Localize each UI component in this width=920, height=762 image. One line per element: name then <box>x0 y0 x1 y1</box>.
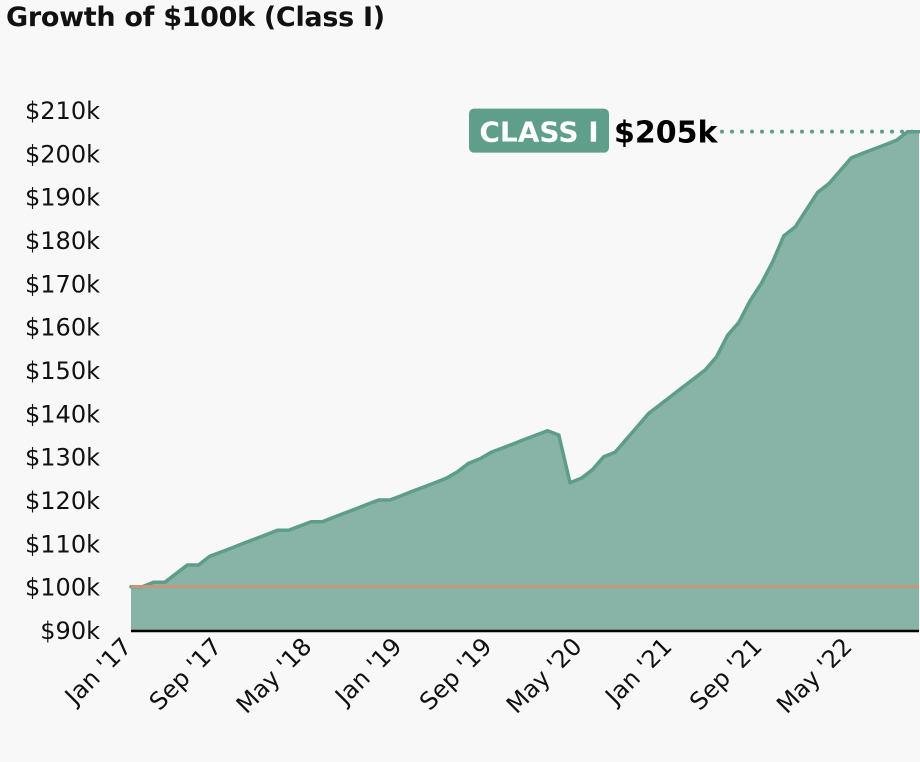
y-tick-label: $180k <box>25 227 100 255</box>
y-tick-label: $90k <box>40 617 100 645</box>
y-tick-label: $140k <box>25 400 100 428</box>
y-tick-label: $130k <box>25 444 100 472</box>
x-tick-label: Jan '19 <box>328 632 407 711</box>
x-tick-label: Jan '21 <box>599 632 678 711</box>
y-tick-label: $110k <box>25 530 100 558</box>
y-tick-label: $100k <box>25 574 100 602</box>
y-tick-label: $210k <box>25 97 100 125</box>
series-label: CLASS I <box>479 116 598 149</box>
series-label-badge <box>469 108 609 153</box>
y-tick-label: $170k <box>25 270 100 298</box>
x-tick-label: May '22 <box>771 632 858 719</box>
chart-title: Growth of $100k (Class I) <box>6 2 385 33</box>
x-tick-label: May '18 <box>231 632 318 719</box>
area-fill <box>131 131 919 630</box>
x-tick-label: May '20 <box>501 632 588 719</box>
x-tick-label: Sep '21 <box>684 632 767 715</box>
x-tick-label: Sep '17 <box>144 632 227 715</box>
y-tick-label: $120k <box>25 487 100 515</box>
y-tick-label: $150k <box>25 357 100 385</box>
y-tick-label: $200k <box>25 140 100 168</box>
y-tick-label: $190k <box>25 184 100 212</box>
end-value-label: $205k <box>614 116 718 151</box>
series-line <box>129 129 920 589</box>
y-tick-label: $160k <box>25 314 100 342</box>
x-tick-label: Sep '19 <box>414 632 497 715</box>
